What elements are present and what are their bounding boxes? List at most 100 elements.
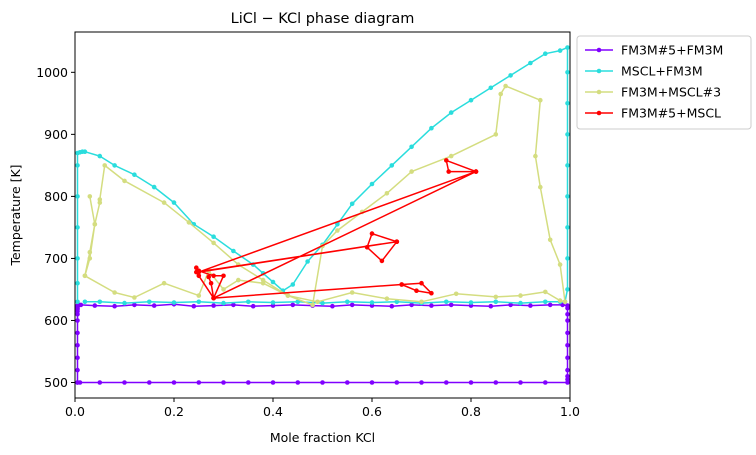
data-point — [196, 273, 202, 279]
data-point — [538, 184, 543, 190]
x-axis-label: Mole fraction KCl — [270, 430, 375, 445]
data-point — [560, 302, 565, 308]
data-point — [295, 380, 301, 385]
data-point — [132, 302, 137, 308]
data-point — [122, 380, 127, 385]
data-point — [246, 380, 251, 385]
legend-marker — [596, 68, 602, 74]
data-point — [468, 97, 474, 103]
data-point — [508, 73, 513, 78]
y-tick-label: 500 — [44, 375, 68, 390]
legend-label: MSCL+FM3M — [621, 64, 703, 79]
data-point — [444, 380, 449, 385]
data-point — [295, 299, 301, 305]
data-point — [211, 240, 216, 246]
data-point — [132, 295, 137, 300]
data-point — [335, 222, 340, 227]
chart-title: LiCl − KCl phase diagram — [231, 11, 415, 27]
y-tick-label: 900 — [44, 127, 68, 142]
series-0 — [75, 302, 570, 385]
data-point — [147, 380, 152, 385]
data-point — [493, 132, 499, 137]
data-point — [345, 299, 350, 305]
data-point — [369, 181, 375, 187]
data-point — [75, 343, 80, 348]
data-point — [446, 169, 452, 174]
data-point — [305, 259, 310, 264]
data-point — [565, 312, 570, 317]
y-tick-label: 1000 — [36, 65, 68, 80]
legend-item: FM3M+MSCL#3 — [585, 85, 721, 100]
data-point — [82, 149, 88, 154]
data-point — [171, 300, 177, 305]
data-point — [565, 318, 570, 323]
legend-item: FM3M#5+MSCL — [585, 106, 721, 121]
data-point — [97, 153, 103, 159]
data-point — [310, 302, 315, 308]
data-point — [270, 300, 276, 305]
data-point — [448, 110, 454, 115]
data-point — [518, 380, 523, 385]
data-point — [565, 330, 570, 336]
data-point — [565, 343, 570, 348]
data-point — [349, 201, 355, 207]
data-point — [557, 262, 563, 267]
data-point — [488, 303, 494, 309]
data-point — [87, 256, 93, 261]
data-point — [409, 169, 414, 174]
data-point — [533, 153, 538, 159]
data-point — [369, 231, 375, 236]
data-point — [161, 280, 167, 286]
legend-label: FM3M+MSCL#3 — [621, 85, 721, 100]
data-point — [221, 380, 226, 385]
data-point — [565, 132, 570, 137]
data-point — [75, 225, 80, 230]
data-point — [448, 153, 454, 159]
data-point — [409, 302, 414, 308]
x-tick-label: 0.2 — [164, 404, 184, 419]
data-point — [488, 85, 494, 91]
data-point — [87, 249, 93, 255]
data-point — [399, 282, 405, 287]
data-point — [75, 330, 80, 336]
data-point — [231, 248, 236, 254]
data-point — [468, 380, 474, 385]
data-point — [270, 279, 276, 285]
data-point — [394, 380, 400, 385]
data-point — [75, 380, 80, 385]
data-point — [565, 194, 570, 199]
data-point — [528, 303, 533, 308]
data-point — [320, 380, 325, 385]
data-point — [122, 178, 127, 184]
data-point — [112, 290, 117, 295]
data-point — [221, 287, 226, 292]
legend-marker — [596, 47, 602, 53]
data-point — [493, 299, 499, 305]
data-point — [171, 380, 177, 385]
data-point — [508, 302, 513, 308]
data-point — [75, 256, 80, 261]
data-point — [147, 299, 152, 305]
data-point — [75, 194, 80, 199]
data-point — [196, 293, 202, 298]
data-point — [369, 300, 375, 305]
data-point — [394, 299, 400, 305]
data-point — [82, 299, 88, 305]
data-point — [211, 234, 216, 239]
data-point — [330, 303, 335, 309]
data-point — [364, 245, 370, 250]
plot-frame — [74, 31, 571, 399]
data-point — [320, 300, 325, 306]
data-point — [409, 144, 414, 150]
legend-item: FM3M#5+FM3M — [585, 43, 723, 58]
data-point — [206, 274, 211, 280]
data-point — [196, 269, 202, 275]
data-point — [87, 194, 93, 199]
data-point — [543, 51, 548, 56]
data-point — [290, 282, 296, 287]
data-point — [171, 200, 177, 205]
data-point — [468, 300, 474, 305]
x-tick-label: 0.0 — [65, 404, 85, 419]
data-point — [429, 303, 434, 308]
